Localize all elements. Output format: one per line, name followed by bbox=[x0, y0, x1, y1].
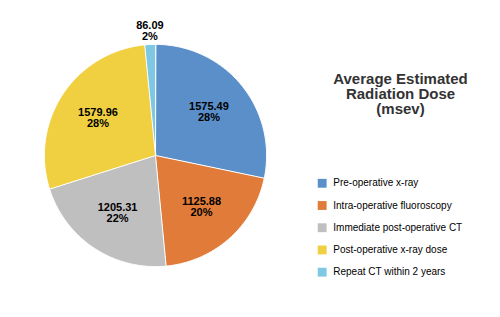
svg-text:Intra-operative fluoroscopy: Intra-operative fluoroscopy bbox=[333, 200, 451, 211]
svg-text:Repeat CT within 2 years: Repeat CT within 2 years bbox=[333, 266, 445, 277]
svg-text:1205.3122%: 1205.3122% bbox=[98, 201, 138, 224]
svg-text:86.092%: 86.092% bbox=[136, 19, 164, 42]
svg-text:1579.9628%: 1579.9628% bbox=[78, 106, 118, 129]
svg-text:1125.8820%: 1125.8820% bbox=[182, 195, 221, 218]
svg-text:Post-operative x-ray dose: Post-operative x-ray dose bbox=[333, 244, 447, 255]
svg-text:Pre-operative x-ray: Pre-operative x-ray bbox=[333, 177, 418, 188]
svg-text:Average EstimatedRadiation Dos: Average EstimatedRadiation Dose(msev) bbox=[333, 70, 468, 117]
svg-text:Immediate post-operative CT: Immediate post-operative CT bbox=[333, 222, 462, 233]
svg-text:1575.4928%: 1575.4928% bbox=[189, 100, 229, 123]
